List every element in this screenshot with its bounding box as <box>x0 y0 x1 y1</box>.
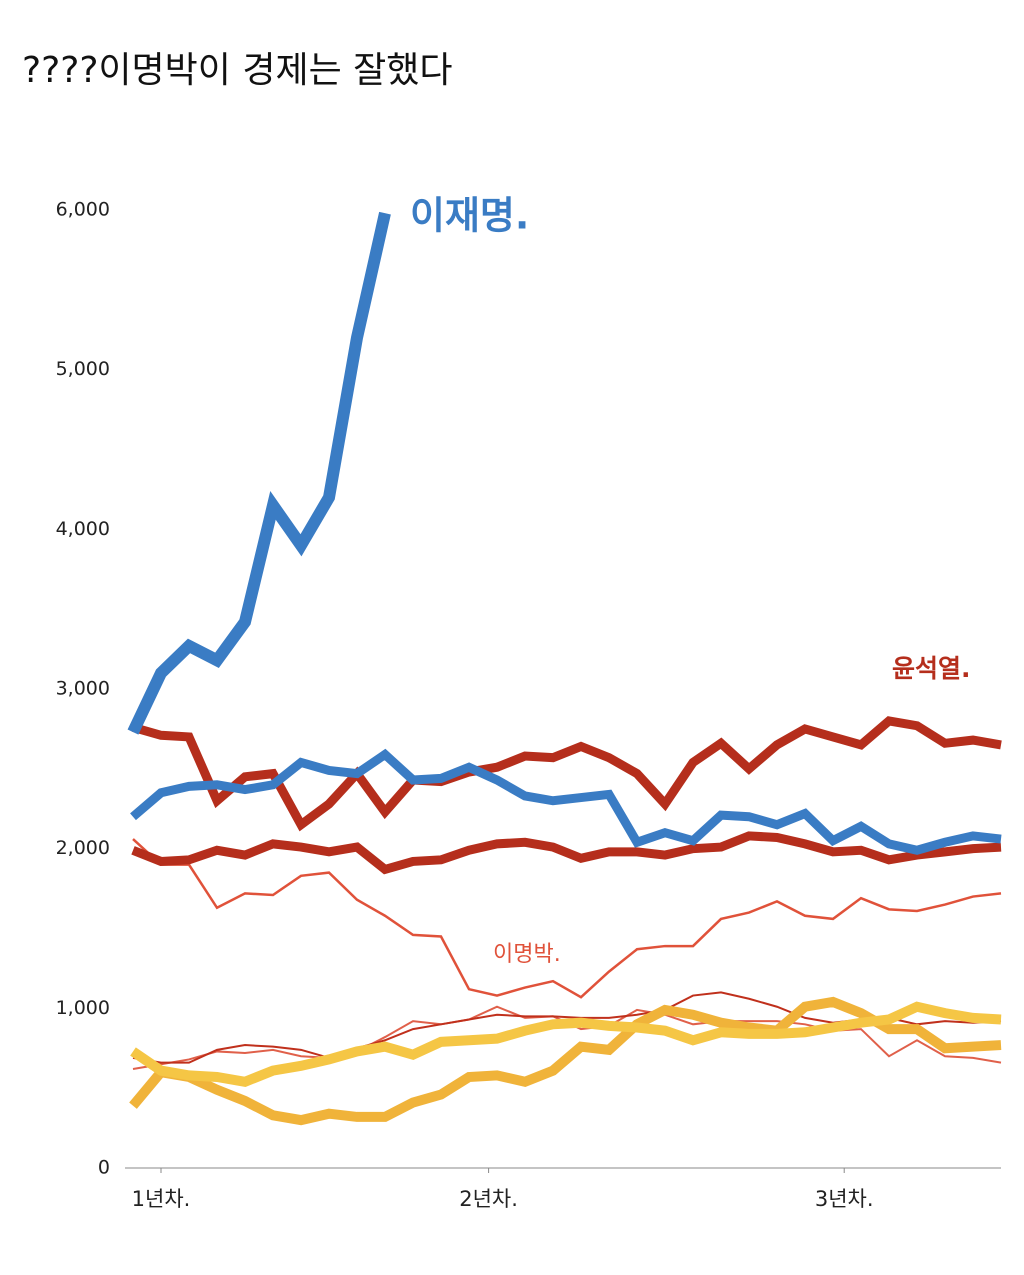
series-label: 이재명. <box>410 194 529 238</box>
y-tick-label: 4,000 <box>56 518 110 540</box>
post-title: ????이명박이 경제는 잘했다 <box>22 50 453 91</box>
series-line <box>132 838 1002 999</box>
series-line <box>130 1001 1002 1087</box>
x-tick-label: 1년차. <box>132 1187 191 1211</box>
x-tick-label: 2년차. <box>459 1187 518 1211</box>
y-tick-label: 0 <box>98 1157 110 1179</box>
y-tick-label: 6,000 <box>56 199 110 221</box>
y-tick-label: 5,000 <box>56 358 110 380</box>
y-tick-label: 1,000 <box>56 997 110 1019</box>
y-tick-label: 2,000 <box>56 837 110 859</box>
series-line <box>130 748 1002 855</box>
series-line <box>129 996 1002 1126</box>
series-line <box>127 211 391 735</box>
x-tick-label: 3년차. <box>815 1187 874 1211</box>
series-line <box>131 716 1002 832</box>
series-label: 이명박. <box>493 942 561 967</box>
y-tick-label: 3,000 <box>56 678 110 700</box>
series-line <box>131 831 1002 875</box>
series-label: 윤석열. <box>892 654 971 683</box>
